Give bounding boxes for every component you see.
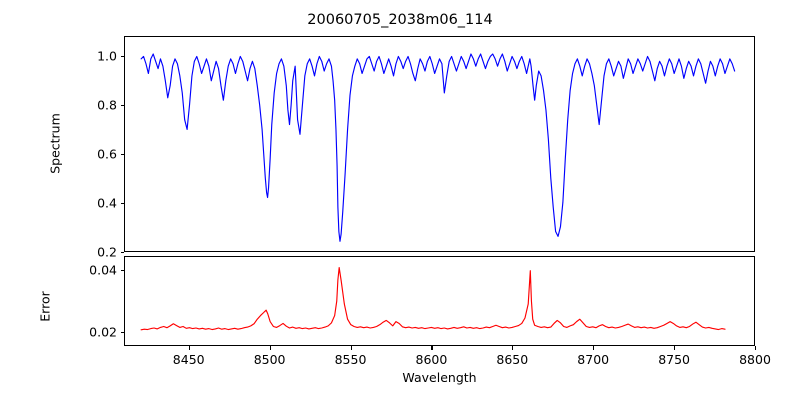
x-ticklabel-6: 8750 xyxy=(658,352,690,367)
error-line xyxy=(140,267,726,331)
x-ticklabel-7: 8800 xyxy=(739,352,771,367)
x-tick-7 xyxy=(755,346,757,350)
x-tick-5 xyxy=(593,346,595,350)
y-ticklabel-spectrum-4: 1.0 xyxy=(97,48,117,64)
x-ticklabel-2: 8550 xyxy=(334,352,367,367)
y-tick-spectrum-2 xyxy=(120,153,124,155)
y-tick-spectrum-1 xyxy=(120,202,124,205)
x-ticklabel-1: 8500 xyxy=(253,352,286,367)
y-ticklabel-spectrum-1: 0.4 xyxy=(97,195,117,211)
x-axis-label: Wavelength xyxy=(402,370,477,385)
y-tick-spectrum-3 xyxy=(120,104,124,106)
y-tick-spectrum-4 xyxy=(120,55,124,57)
y-tick-spectrum-0 xyxy=(120,252,124,254)
error-plot-area xyxy=(140,267,726,331)
x-tick-6 xyxy=(674,346,676,350)
y-axis-label-spectrum: Spectrum xyxy=(47,113,63,174)
x-tick-3 xyxy=(431,346,433,350)
y-axis-label-error: Error xyxy=(37,291,53,322)
x-ticklabel-5: 8700 xyxy=(577,352,610,367)
y-tick-error-0 xyxy=(120,332,124,334)
spectrum-line xyxy=(140,53,736,242)
x-tick-1 xyxy=(269,346,271,350)
x-ticklabel-4: 8650 xyxy=(496,352,529,367)
x-ticklabel-3: 8600 xyxy=(415,352,448,367)
y-ticklabel-spectrum-0: 0.2 xyxy=(97,244,117,260)
spectrum-panel xyxy=(124,36,755,252)
x-ticklabel-0: 8450 xyxy=(172,352,205,367)
y-ticklabel-spectrum-3: 0.8 xyxy=(97,97,117,113)
y-ticklabel-error-0: 0.02 xyxy=(89,324,117,340)
error-panel xyxy=(124,256,755,346)
x-tick-2 xyxy=(350,346,352,350)
x-tick-4 xyxy=(512,346,514,350)
y-ticklabel-spectrum-2: 0.6 xyxy=(97,146,117,162)
spectrum-plot-area xyxy=(140,53,736,242)
y-ticklabel-error-1: 0.04 xyxy=(89,262,117,278)
y-tick-error-1 xyxy=(120,269,124,272)
page-title: 20060705_2038m06_114 xyxy=(307,12,493,28)
x-tick-0 xyxy=(188,346,190,350)
